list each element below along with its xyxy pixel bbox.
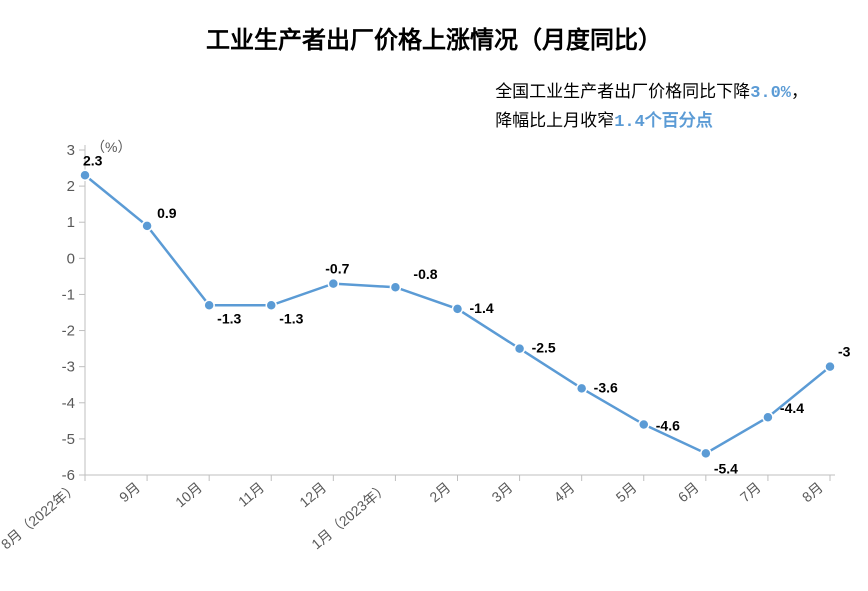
- y-tick-label: -1: [62, 286, 75, 303]
- data-label: -1.3: [279, 310, 303, 326]
- data-label: 2.3: [83, 152, 103, 168]
- data-label: -4.6: [656, 417, 680, 433]
- data-marker: [577, 383, 587, 393]
- y-tick-label: -4: [62, 395, 75, 412]
- x-tick-label: 10月: [172, 479, 205, 510]
- x-tick-label: 6月: [675, 479, 702, 505]
- data-label: -1.4: [470, 300, 494, 316]
- data-marker: [328, 279, 338, 289]
- data-label: -3: [838, 344, 851, 360]
- data-marker: [639, 419, 649, 429]
- data-label: -0.7: [325, 261, 349, 277]
- y-tick-label: 2: [67, 178, 75, 195]
- chart-svg: -6-5-4-3-2-10123（%）8月（2022年）9月10月11月12月1…: [0, 0, 868, 591]
- data-label: -0.8: [413, 266, 437, 282]
- data-marker: [204, 300, 214, 310]
- x-tick-label: 7月: [737, 479, 764, 505]
- x-tick-label: 11月: [235, 479, 267, 510]
- data-marker: [80, 170, 90, 180]
- y-tick-label: -2: [62, 323, 75, 340]
- x-tick-label: 3月: [489, 479, 516, 505]
- y-tick-label: -5: [62, 431, 75, 448]
- data-marker: [701, 448, 711, 458]
- x-tick-label: 5月: [613, 479, 640, 505]
- x-tick-label: 2月: [426, 479, 453, 505]
- data-label: -4.4: [780, 400, 804, 416]
- x-tick-label: 12月: [296, 479, 329, 510]
- data-marker: [515, 344, 525, 354]
- y-tick-label: 0: [67, 250, 75, 267]
- data-marker: [390, 282, 400, 292]
- chart-container: 工业生产者出厂价格上涨情况（月度同比） 全国工业生产者出厂价格同比下降3.0%，…: [0, 0, 868, 591]
- data-label: -2.5: [532, 340, 556, 356]
- data-marker: [142, 221, 152, 231]
- x-tick-label: 8月: [799, 479, 826, 505]
- x-tick-label: 8月（2022年）: [0, 479, 81, 552]
- data-marker: [763, 412, 773, 422]
- data-marker: [266, 300, 276, 310]
- data-marker: [825, 362, 835, 372]
- y-tick-label: 3: [67, 142, 75, 159]
- data-label: -5.4: [714, 460, 738, 476]
- data-label: -3.6: [594, 379, 618, 395]
- y-tick-label: -3: [62, 359, 75, 376]
- data-marker: [453, 304, 463, 314]
- y-tick-label: 1: [67, 214, 75, 231]
- data-label: -1.3: [217, 310, 241, 326]
- x-tick-label: 9月: [116, 479, 143, 505]
- x-tick-label: 4月: [551, 479, 578, 505]
- data-label: 0.9: [157, 205, 177, 221]
